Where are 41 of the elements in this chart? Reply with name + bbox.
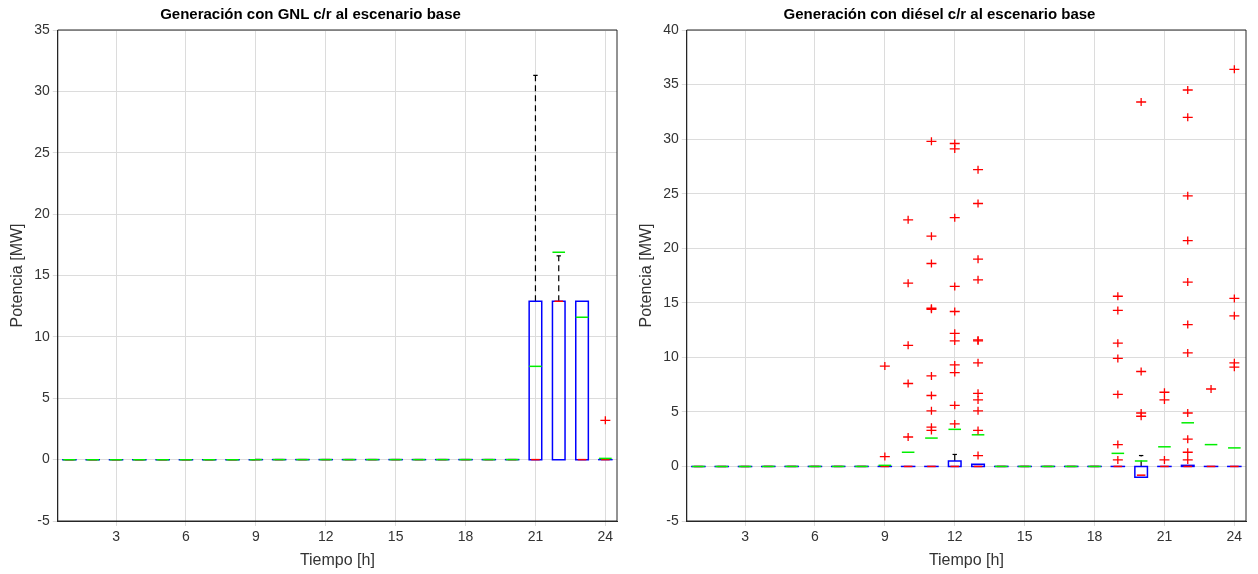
y-tick-label: 30 bbox=[663, 129, 679, 146]
y-tick-label: 0 bbox=[670, 457, 679, 474]
y-tick-label: 35 bbox=[663, 75, 679, 92]
y-tick-label: 20 bbox=[663, 239, 679, 256]
x-tick-label: 24 bbox=[597, 528, 614, 545]
x-tick-label: 3 bbox=[112, 528, 121, 545]
y-tick-label: 40 bbox=[663, 20, 679, 37]
y-tick-label: 10 bbox=[34, 327, 50, 344]
chart-title: Generación con GNL c/r al escenario base bbox=[160, 5, 461, 23]
x-tick-label: 12 bbox=[946, 528, 963, 545]
y-tick-label: 25 bbox=[663, 184, 679, 201]
x-tick-label: 21 bbox=[1156, 528, 1173, 545]
x-tick-label: 6 bbox=[182, 528, 191, 545]
y-tick-label: 10 bbox=[663, 348, 679, 365]
y-tick-label: 15 bbox=[663, 293, 679, 310]
x-tick-label: 21 bbox=[527, 528, 544, 545]
x-tick-label: 6 bbox=[811, 528, 820, 545]
x-tick-label: 15 bbox=[1016, 528, 1033, 545]
y-axis-title: Potencia [MW] bbox=[637, 223, 655, 328]
x-tick-label: 9 bbox=[880, 528, 889, 545]
x-tick-label: 9 bbox=[251, 528, 260, 545]
y-tick-label: 5 bbox=[41, 389, 50, 406]
x-tick-label: 3 bbox=[741, 528, 750, 545]
x-axis-title: Tiempo [h] bbox=[928, 550, 1004, 568]
y-tick-label: 20 bbox=[34, 204, 50, 221]
y-axis-title: Potencia [MW] bbox=[8, 223, 26, 328]
y-tick-label: 25 bbox=[34, 143, 50, 160]
x-tick-label: 18 bbox=[1086, 528, 1103, 545]
y-tick-label: -5 bbox=[37, 511, 50, 528]
x-tick-label: 15 bbox=[387, 528, 404, 545]
x-tick-label: 24 bbox=[1226, 528, 1243, 545]
y-tick-label: 30 bbox=[34, 82, 50, 99]
x-tick-label: 18 bbox=[457, 528, 474, 545]
y-tick-label: 15 bbox=[34, 266, 50, 283]
y-tick-label: -5 bbox=[666, 511, 679, 528]
chart-title: Generación con diésel c/r al escenario base bbox=[783, 5, 1096, 23]
x-axis-title: Tiempo [h] bbox=[299, 550, 375, 568]
y-tick-label: 35 bbox=[34, 20, 50, 37]
x-tick-label: 12 bbox=[317, 528, 334, 545]
y-tick-label: 0 bbox=[41, 450, 50, 467]
y-tick-label: 5 bbox=[670, 402, 679, 419]
